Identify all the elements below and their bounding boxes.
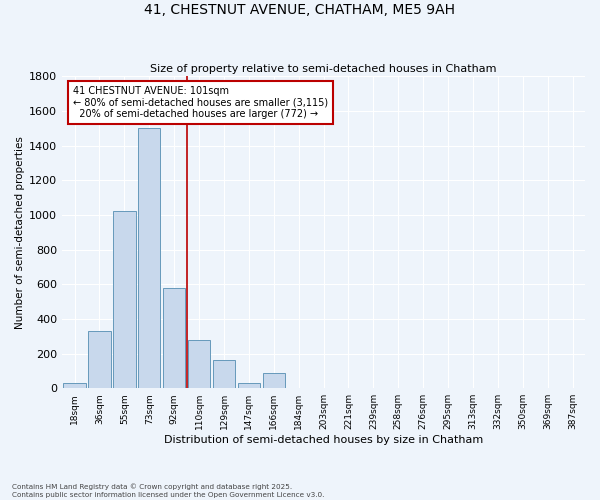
Bar xyxy=(263,372,285,388)
Text: 41, CHESTNUT AVENUE, CHATHAM, ME5 9AH: 41, CHESTNUT AVENUE, CHATHAM, ME5 9AH xyxy=(145,2,455,16)
Text: Contains HM Land Registry data © Crown copyright and database right 2025.
Contai: Contains HM Land Registry data © Crown c… xyxy=(12,484,325,498)
Text: 41 CHESTNUT AVENUE: 101sqm
← 80% of semi-detached houses are smaller (3,115)
  2: 41 CHESTNUT AVENUE: 101sqm ← 80% of semi… xyxy=(73,86,328,118)
Bar xyxy=(163,288,185,388)
X-axis label: Distribution of semi-detached houses by size in Chatham: Distribution of semi-detached houses by … xyxy=(164,435,483,445)
Bar xyxy=(88,331,111,388)
Bar xyxy=(64,383,86,388)
Bar xyxy=(238,383,260,388)
Title: Size of property relative to semi-detached houses in Chatham: Size of property relative to semi-detach… xyxy=(151,64,497,74)
Bar xyxy=(188,340,210,388)
Y-axis label: Number of semi-detached properties: Number of semi-detached properties xyxy=(15,136,25,328)
Bar xyxy=(213,360,235,388)
Bar xyxy=(113,212,136,388)
Bar xyxy=(138,128,160,388)
